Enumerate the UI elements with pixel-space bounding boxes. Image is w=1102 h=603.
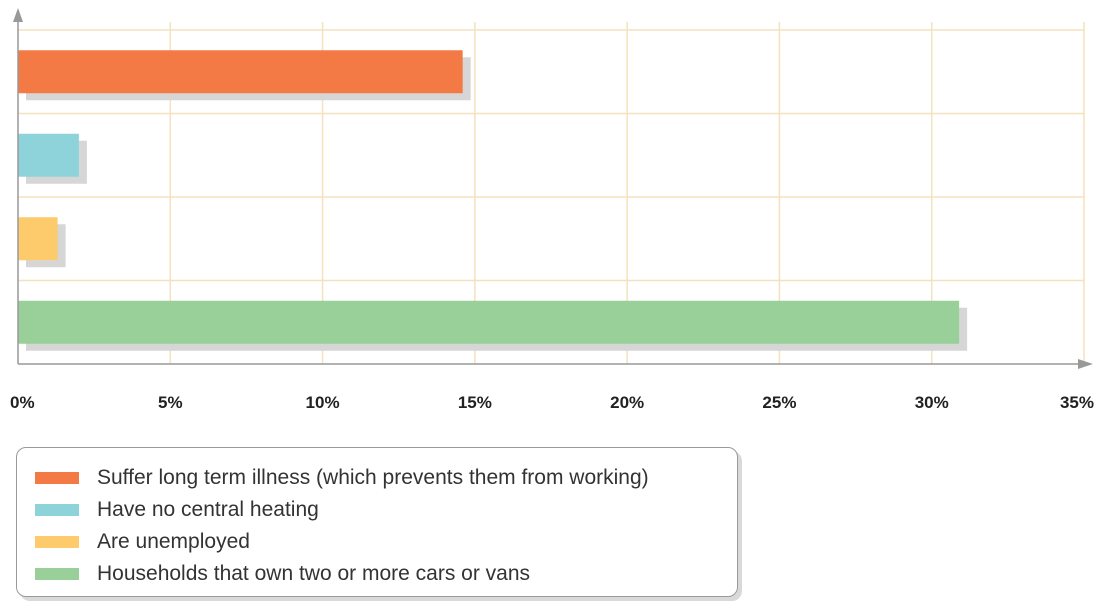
x-tick-label: 35% [1060, 393, 1094, 412]
x-tick-label: 0% [10, 393, 35, 412]
x-tick-label: 15% [458, 393, 492, 412]
legend: Suffer long term illness (which prevents… [16, 447, 738, 597]
x-tick-label: 10% [306, 393, 340, 412]
bar [18, 50, 463, 94]
legend-swatch [35, 504, 79, 516]
legend-label: Have no central heating [97, 498, 319, 521]
grid-lines [18, 22, 1085, 364]
axes [13, 8, 1093, 369]
x-tick-labels: 0% 5% 10% 15% 20% 25% 30% 35% [10, 393, 1094, 412]
y-axis-arrow [13, 8, 23, 22]
legend-label: Households that own two or more cars or … [97, 562, 531, 585]
x-axis-arrow [1078, 359, 1093, 369]
bar-chart: 0% 5% 10% 15% 20% 25% 30% 35% [10, 8, 1094, 412]
x-tick-label: 30% [915, 393, 949, 412]
legend-item-unemployed: Are unemployed [17, 526, 737, 558]
bar [18, 300, 960, 344]
x-tick-label: 5% [158, 393, 183, 412]
legend-swatch [35, 568, 79, 580]
legend-item-long-term-illness: Suffer long term illness (which prevents… [17, 462, 737, 494]
bars [18, 50, 968, 351]
legend-swatch [35, 536, 79, 548]
legend-label: Suffer long term illness (which prevents… [97, 466, 649, 489]
x-tick-label: 20% [610, 393, 644, 412]
legend-label: Are unemployed [97, 530, 250, 553]
x-tick-label: 25% [762, 393, 796, 412]
bar [18, 217, 58, 261]
bar [18, 133, 79, 177]
legend-item-no-central-heating: Have no central heating [17, 494, 737, 526]
legend-item-two-or-more-cars: Households that own two or more cars or … [17, 558, 737, 590]
legend-swatch [35, 472, 79, 484]
